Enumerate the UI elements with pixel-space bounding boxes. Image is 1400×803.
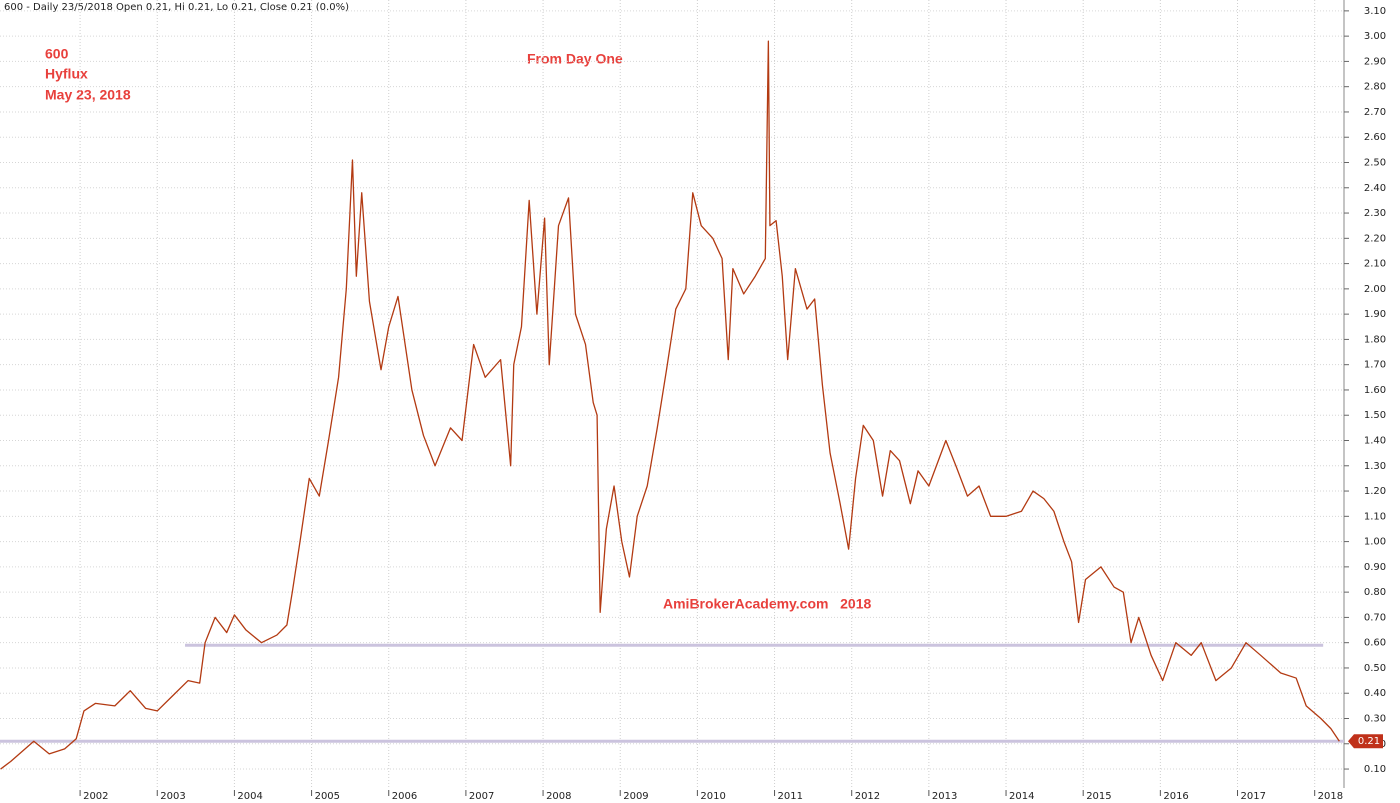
x-tick-label: 2015 (1086, 791, 1111, 802)
x-tick-label: 2012 (855, 791, 880, 802)
y-tick-label: 0.30 (1364, 714, 1386, 725)
x-tick-label: 2002 (83, 791, 108, 802)
y-tick-label: 1.70 (1364, 360, 1386, 371)
y-tick-label: 0.40 (1364, 688, 1386, 699)
x-tick-label: 2007 (469, 791, 494, 802)
y-tick-label: 1.60 (1364, 385, 1386, 396)
y-tick-label: 0.80 (1364, 587, 1386, 598)
annotation: AmiBrokerAcademy.com 2018 (663, 596, 871, 612)
annotation: From Day One (527, 51, 623, 67)
header: 600 - Daily 23/5/2018 Open 0.21, Hi 0.21… (4, 2, 349, 13)
x-tick-label: 2013 (932, 791, 957, 802)
y-tick-label: 0.60 (1364, 638, 1386, 649)
x-tick-label: 2008 (546, 791, 571, 802)
y-tick-label: 2.70 (1364, 107, 1386, 118)
x-tick-label: 2016 (1163, 791, 1188, 802)
y-tick-label: 1.40 (1364, 436, 1386, 447)
x-tick-label: 2017 (1241, 791, 1266, 802)
x-tick-label: 2004 (237, 791, 262, 802)
y-tick-label: 2.40 (1364, 183, 1386, 194)
y-tick-label: 1.90 (1364, 309, 1386, 320)
x-tick-label: 2011 (778, 791, 803, 802)
y-tick-label: 2.30 (1364, 208, 1386, 219)
y-tick-label: 1.80 (1364, 334, 1386, 345)
x-tick-label: 2010 (700, 791, 725, 802)
y-tick-label: 1.00 (1364, 537, 1386, 548)
y-tick-label: 2.90 (1364, 56, 1386, 67)
y-tick-label: 0.90 (1364, 562, 1386, 573)
y-tick-label: 1.30 (1364, 461, 1386, 472)
y-tick-label: 1.20 (1364, 486, 1386, 497)
y-tick-label: 2.10 (1364, 259, 1386, 270)
annotation: May 23, 2018 (45, 87, 131, 103)
last-value-label: 0.21 (1358, 736, 1380, 747)
x-tick-label: 2003 (160, 791, 185, 802)
y-tick-label: 2.00 (1364, 284, 1386, 295)
x-tick-label: 2005 (315, 791, 340, 802)
last-value-tag (1348, 734, 1383, 749)
annotation: Hyflux (45, 66, 88, 82)
y-tick-label: 2.20 (1364, 233, 1386, 244)
x-tick-label: 2018 (1318, 791, 1343, 802)
y-tick-label: 1.50 (1364, 410, 1386, 421)
y-tick-label: 2.80 (1364, 82, 1386, 93)
y-tick-label: 1.10 (1364, 511, 1386, 522)
y-tick-label: 0.50 (1364, 663, 1386, 674)
y-tick-label: 2.50 (1364, 158, 1386, 169)
x-tick-label: 2014 (1009, 791, 1034, 802)
x-tick-label: 2006 (392, 791, 417, 802)
y-tick-label: 0.10 (1364, 764, 1386, 775)
y-tick-label: 0.70 (1364, 612, 1386, 623)
price-line (0, 40, 1340, 770)
annotation: 600 (45, 46, 69, 62)
y-tick-label: 3.00 (1364, 31, 1386, 42)
x-tick-label: 2009 (623, 791, 648, 802)
y-tick-label: 3.10 (1364, 6, 1386, 17)
y-tick-label: 2.60 (1364, 132, 1386, 143)
